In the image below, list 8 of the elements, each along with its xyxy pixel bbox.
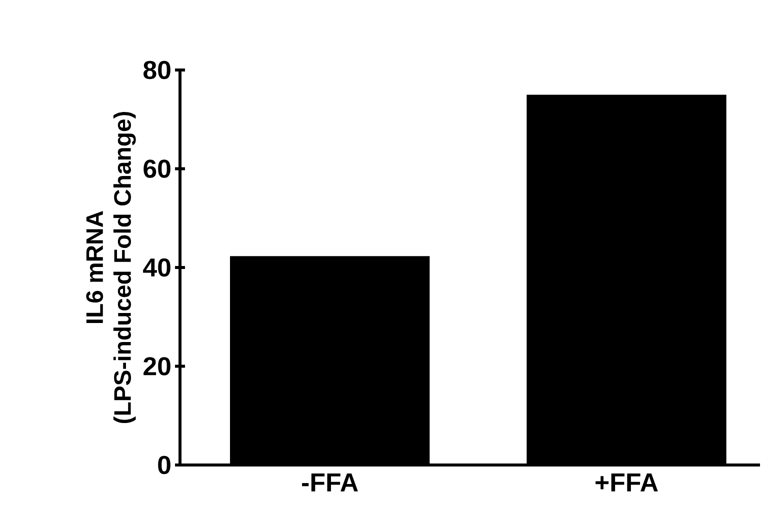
y-tick-label: 80 <box>143 60 170 80</box>
y-tick-label: 40 <box>143 258 170 277</box>
x-tick-label: +FFA <box>596 474 658 492</box>
y-tick-label: 20 <box>144 357 170 376</box>
y-axis-title: IL6 mRNA (LPS-induced Fold Change) <box>86 112 136 424</box>
x-tick-label: -FFA <box>302 474 358 492</box>
y-tick-label: 60 <box>144 160 170 178</box>
y-tick-label: 0 <box>158 456 170 474</box>
